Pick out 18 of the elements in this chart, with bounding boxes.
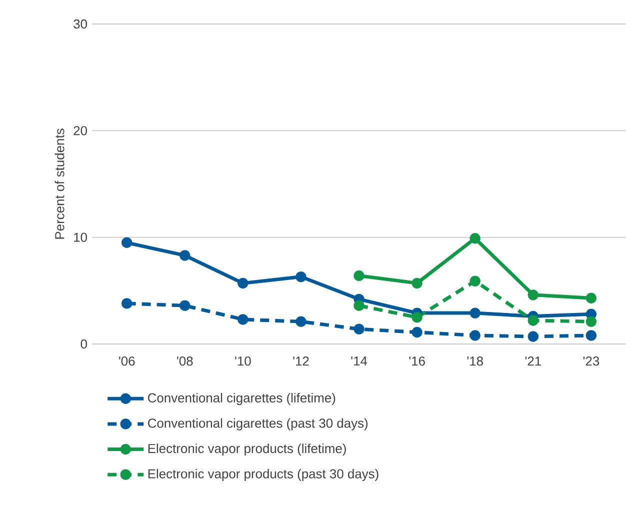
x-tick-label: '16 bbox=[409, 356, 425, 366]
legend-label: Electronic vapor products (lifetime) bbox=[148, 444, 346, 456]
y-tick-label: 10 bbox=[74, 232, 87, 242]
x-tick-label: '21 bbox=[525, 356, 541, 366]
x-tick-label: '08 bbox=[177, 356, 193, 366]
y-axis-title: Percent of students bbox=[54, 128, 64, 239]
legend-label: Conventional cigarettes (lifetime) bbox=[148, 392, 336, 406]
y-tick-label: 0 bbox=[80, 339, 87, 349]
x-tick-label: '10 bbox=[235, 356, 251, 366]
legend-label: Conventional cigarettes (past 30 days) bbox=[148, 418, 368, 430]
x-tick-label: '12 bbox=[293, 356, 309, 366]
legend-label: Electronic vapor products (past 30 days) bbox=[148, 468, 378, 481]
x-tick-label: '23 bbox=[583, 356, 600, 366]
y-tick-label: 20 bbox=[74, 126, 87, 136]
x-tick-label: '18 bbox=[467, 356, 483, 366]
x-tick-label: '14 bbox=[351, 356, 368, 366]
x-tick-label: '06 bbox=[119, 356, 135, 366]
y-tick-label: 30 bbox=[74, 19, 87, 29]
